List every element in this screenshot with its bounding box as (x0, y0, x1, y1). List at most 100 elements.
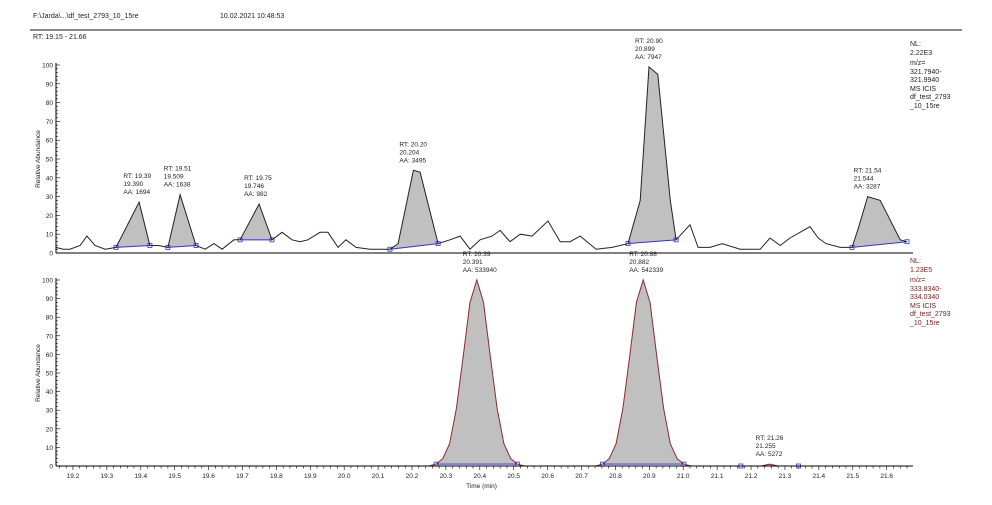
acquisition-datetime: 10.02.2021 10:48:53 (220, 13, 285, 20)
x-tick-label: 20.8 (609, 473, 622, 480)
y-tick-label: 0 (49, 464, 53, 471)
info-line: 321.7940- (910, 68, 942, 76)
peak-label: RT: 20.90 (635, 38, 663, 45)
chromatogram-trace (56, 278, 907, 467)
info-line: _10_15re (910, 319, 940, 327)
peak-label: 21.255 (756, 443, 776, 450)
y-tick-label: 0 (49, 251, 53, 258)
peak-label: 21.544 (854, 176, 874, 183)
info-line: MS ICIS (910, 302, 937, 310)
x-tick-label: 21.6 (880, 473, 893, 480)
x-tick-label: 21.1 (711, 473, 724, 480)
peak-label: AA: 1694 (123, 189, 150, 196)
y-tick-label: 80 (46, 100, 54, 107)
x-tick-label: 19.9 (304, 473, 317, 480)
x-tick-label: 20.2 (406, 473, 419, 480)
x-tick-label: 19.3 (101, 473, 114, 480)
file-path: F:\Jarda\...\df_test_2793_10_15re (33, 13, 139, 20)
peak-label: 19.746 (244, 183, 264, 190)
peak-area (627, 66, 677, 244)
y-tick-label: 80 (46, 315, 54, 322)
peak-label: AA: 7947 (635, 54, 662, 61)
peak-label: 20.204 (399, 149, 419, 156)
header-divider (30, 29, 962, 31)
x-tick-label: 20.0 (338, 473, 351, 480)
peak-label: AA: 5272 (756, 451, 783, 458)
info-line: 334.0340 (910, 294, 940, 301)
x-tick-label: 21.5 (846, 473, 859, 480)
peak-label: AA: 3287 (854, 184, 881, 191)
x-tick-label: 19.8 (270, 473, 283, 480)
info-line: 333.8340- (910, 285, 942, 293)
y-axis-label: Relative Abundance (35, 130, 42, 188)
peak-area (852, 196, 907, 248)
y-tick-label: 100 (42, 278, 53, 285)
y-tick-label: 60 (46, 138, 54, 145)
peak-label: 19.509 (164, 174, 184, 181)
x-tick-label: 19.6 (202, 473, 215, 480)
y-tick-label: 10 (46, 445, 54, 452)
peak-label: 20.391 (463, 259, 483, 266)
peak-boundary-marker (904, 239, 910, 245)
x-tick-label: 20.3 (440, 473, 453, 480)
x-tick-label: 19.5 (168, 473, 181, 480)
peak-baseline (167, 244, 197, 248)
y-tick-label: 20 (46, 426, 54, 433)
y-tick-label: 90 (46, 296, 54, 303)
x-tick-label: 20.5 (507, 473, 520, 480)
peak-label: RT: 20.20 (399, 141, 427, 148)
peak-label: 20.899 (635, 46, 655, 53)
peak-label: AA: 542339 (629, 267, 663, 274)
info-top: NL: 2.22E3 m/z= 321.7940- 321.9940 MS IC… (910, 41, 950, 111)
info-bottom: NL: 1.23E5 m/z= 333.8340- 334.0340 MS IC… (910, 258, 950, 328)
peak-label: RT: 19.75 (244, 175, 272, 182)
peak-baseline (852, 241, 908, 248)
info-line: df_test_2793 (910, 311, 951, 318)
peak-label: 19.390 (123, 181, 143, 188)
info-line: 321.9940 (910, 77, 940, 84)
peak-area (740, 464, 799, 466)
y-axis-label: Relative Abundance (35, 344, 42, 402)
peak-label: AA: 533940 (463, 267, 497, 274)
peak-label: RT: 21.26 (756, 435, 784, 442)
info-line: _10_15re (910, 102, 940, 110)
x-tick-label: 21.0 (677, 473, 690, 480)
rt-range: RT: 19.15 - 21.66 (33, 34, 87, 41)
peak-area (167, 194, 197, 248)
info-line: MS ICIS (910, 85, 937, 93)
x-tick-label: 20.7 (575, 473, 588, 480)
x-tick-label: 19.4 (134, 473, 147, 480)
peak-label: AA: 1638 (164, 182, 191, 189)
peak-label: RT: 20.39 (463, 251, 491, 258)
y-tick-label: 20 (46, 213, 54, 220)
y-tick-label: 50 (46, 157, 54, 164)
peak-label: RT: 19.39 (123, 173, 151, 180)
x-tick-label: 20.1 (372, 473, 385, 480)
peak-baseline (627, 239, 677, 245)
info-line: m/z= (910, 277, 926, 284)
y-tick-label: 30 (46, 194, 54, 201)
info-line: 1.23E5 (910, 266, 933, 274)
y-tick-label: 100 (42, 63, 53, 70)
x-axis-label: Time (min) (466, 483, 497, 490)
peak-label: RT: 19.51 (164, 166, 192, 173)
info-line: NL: (910, 258, 921, 265)
peak-area (389, 170, 439, 250)
y-tick-label: 30 (46, 408, 54, 415)
y-tick-label: 90 (46, 81, 54, 88)
y-tick-label: 40 (46, 389, 54, 396)
peak-boundary-marker (193, 243, 199, 248)
x-tick-label: 20.4 (473, 473, 486, 480)
x-tick-label: 19.2 (67, 473, 80, 480)
info-line: df_test_2793 (910, 94, 951, 101)
peak-area (240, 204, 272, 240)
peak-area (602, 280, 684, 465)
y-tick-label: 40 (46, 175, 54, 182)
x-tick-label: 21.3 (779, 473, 792, 480)
y-tick-label: 60 (46, 352, 54, 359)
y-tick-label: 10 (46, 232, 54, 239)
x-tick-label: 20.9 (643, 473, 656, 480)
x-tick-label: 20.6 (541, 473, 554, 480)
peak-label: AA: 3495 (399, 157, 426, 164)
